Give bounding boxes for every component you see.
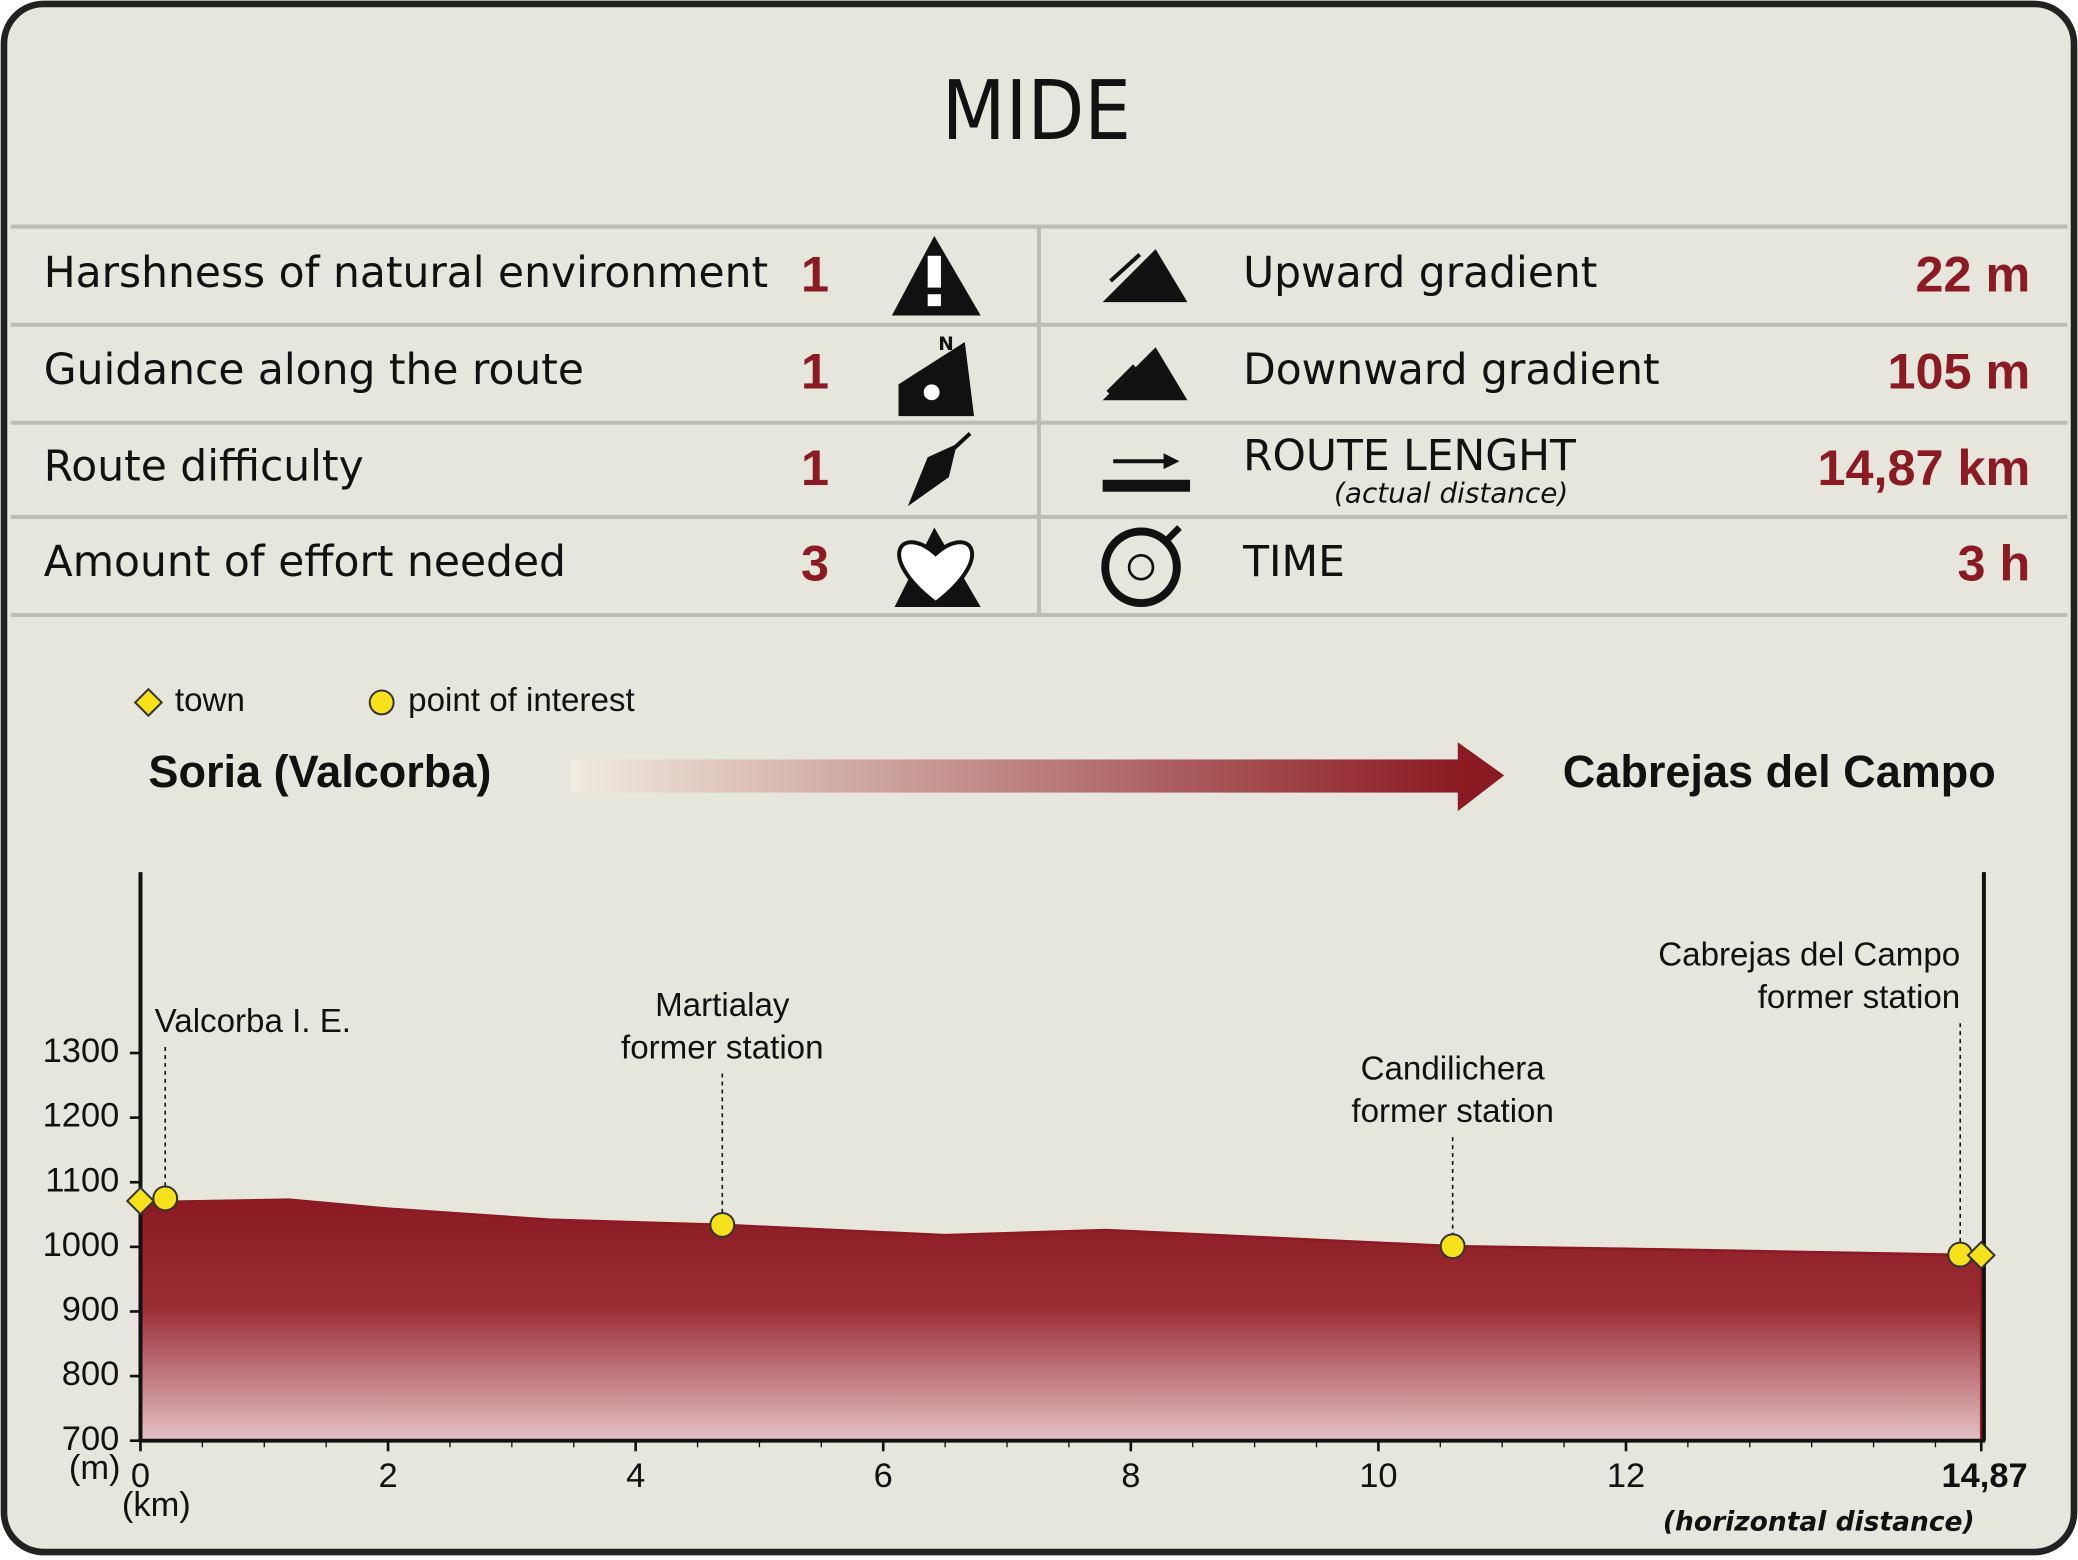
table-lines [10, 224, 2068, 617]
row-right-label: Downward gradient [1243, 346, 1660, 395]
legend-label: town [175, 682, 245, 719]
point-label: Martialay [655, 987, 790, 1024]
legend-label: point of interest [408, 682, 634, 719]
y-tick-label: 1000 [43, 1226, 120, 1264]
row-right-label: TIME [1242, 538, 1345, 587]
town-marker [1966, 1240, 1996, 1270]
row-right-value: 105 m [1888, 342, 2031, 399]
row-value: 1 [801, 342, 829, 399]
row-right-value: 14,87 km [1817, 439, 2030, 496]
row-label: Route difficulty [44, 443, 364, 492]
legend-symbol [368, 689, 395, 716]
poi-marker [1439, 1233, 1466, 1260]
x-tick-label: 12 [1607, 1457, 1645, 1495]
row-label: Amount of effort needed [44, 538, 566, 587]
x-tick-label: 6 [874, 1457, 893, 1495]
point-label: former station [1351, 1093, 1554, 1130]
icons: N [891, 235, 1191, 608]
point-label: Cabrejas del Campo [1658, 937, 1960, 974]
x-tick-label: 10 [1359, 1457, 1397, 1495]
y-tick-label: 1200 [43, 1097, 120, 1135]
route-start: Soria (Valcorba) [148, 746, 491, 797]
point-label: Candilichera [1361, 1051, 1546, 1088]
poi-marker [152, 1185, 179, 1212]
row-right-label: Upward gradient [1243, 249, 1597, 298]
legend-symbol [133, 687, 164, 718]
x-tick-label: 14,87 [1941, 1457, 2027, 1495]
row-label: Guidance along the route [44, 346, 584, 395]
route-end: Cabrejas del Campo [1563, 746, 1996, 797]
svg-text:N: N [938, 334, 954, 355]
route-arrow-head [1457, 742, 1505, 812]
y-tick-label: 700 [62, 1420, 119, 1458]
row-value: 1 [801, 246, 829, 303]
y-unit: (m) [69, 1449, 121, 1487]
x-tick-label: 8 [1121, 1457, 1140, 1495]
y-tick-label: 800 [62, 1355, 119, 1393]
y-tick-label: 1300 [43, 1032, 120, 1070]
y-tick-label: 1100 [45, 1161, 119, 1199]
title: MIDE [942, 64, 1131, 159]
row-value: 1 [801, 439, 829, 496]
row-right-sublabel: (actual distance) [1334, 476, 1568, 509]
point-label: former station [1758, 979, 1961, 1016]
point-label: Valcorba I. E. [155, 1003, 351, 1040]
x-unit: (km) [122, 1486, 191, 1524]
route-arrow [569, 759, 1461, 793]
row-label: Harshness of natural environment [44, 249, 768, 298]
x-tick-label: 2 [378, 1457, 397, 1495]
x-tick-label: 4 [626, 1457, 645, 1495]
x-note: (horizontal distance) [1663, 1506, 1975, 1537]
row-right-label: ROUTE LENGHT [1243, 432, 1577, 481]
y-tick-label: 900 [62, 1291, 119, 1329]
x-tick-label: 0 [131, 1457, 150, 1495]
row-right-value: 22 m [1915, 246, 2030, 303]
row-value: 3 [801, 535, 829, 592]
point-label: former station [621, 1029, 824, 1066]
poi-marker [709, 1211, 736, 1238]
row-right-value: 3 h [1958, 535, 2031, 592]
town-marker [125, 1186, 156, 1216]
